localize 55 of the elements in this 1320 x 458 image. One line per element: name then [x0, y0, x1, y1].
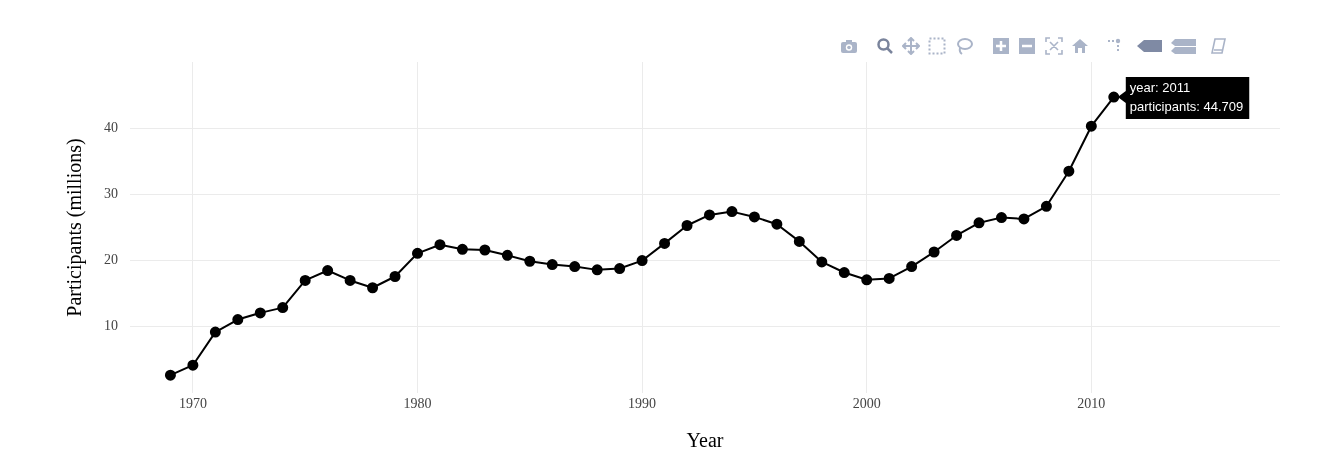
point: [546, 259, 558, 271]
y-tick-label: 10: [104, 318, 118, 334]
point: [659, 237, 671, 249]
point: [456, 243, 468, 255]
point: [209, 326, 221, 338]
point: [614, 263, 626, 275]
point: [524, 255, 536, 267]
x-tick-label: 1990: [628, 396, 657, 412]
point: [906, 261, 918, 273]
point: [951, 229, 963, 241]
point: [1018, 213, 1030, 225]
point: [501, 249, 513, 261]
point: [726, 206, 738, 218]
point: [973, 217, 985, 229]
x-tick-label: 2000: [852, 396, 881, 412]
point: [412, 247, 423, 259]
point: [569, 261, 581, 273]
point: [299, 274, 311, 286]
point: [322, 265, 334, 277]
point: [232, 314, 244, 326]
point: [636, 255, 648, 267]
point: [771, 218, 783, 230]
y-axis-title: Participants (millions): [63, 138, 87, 317]
point: [434, 239, 446, 251]
point: [367, 282, 379, 294]
y-tick-label: 30: [104, 186, 118, 202]
point: [479, 244, 491, 256]
point: [838, 267, 850, 279]
point: [816, 256, 828, 268]
x-axis-title: Year: [686, 429, 724, 452]
point: [1063, 165, 1075, 177]
point: [1040, 200, 1052, 212]
x-tick-label: 2010: [1077, 396, 1106, 412]
point: [681, 220, 693, 232]
point: [254, 307, 266, 319]
point: [344, 274, 356, 286]
point: [995, 212, 1007, 224]
point: [748, 211, 760, 223]
point: [591, 264, 603, 276]
point: [883, 272, 895, 284]
point: [861, 274, 873, 286]
point: [793, 235, 805, 247]
point: [389, 270, 401, 282]
point: [1108, 91, 1120, 103]
point: [703, 209, 715, 221]
point: [164, 369, 176, 381]
point: [1085, 120, 1097, 132]
point: [277, 302, 289, 314]
point: [928, 246, 940, 258]
x-tick-label: 1980: [403, 396, 432, 412]
annotation: year: 2011 participants: 44.709: [1129, 79, 1244, 114]
point: [187, 359, 199, 371]
y-tick-label: 40: [104, 119, 118, 135]
x-tick-label: 1970: [178, 396, 207, 412]
y-tick-label: 20: [104, 252, 118, 268]
